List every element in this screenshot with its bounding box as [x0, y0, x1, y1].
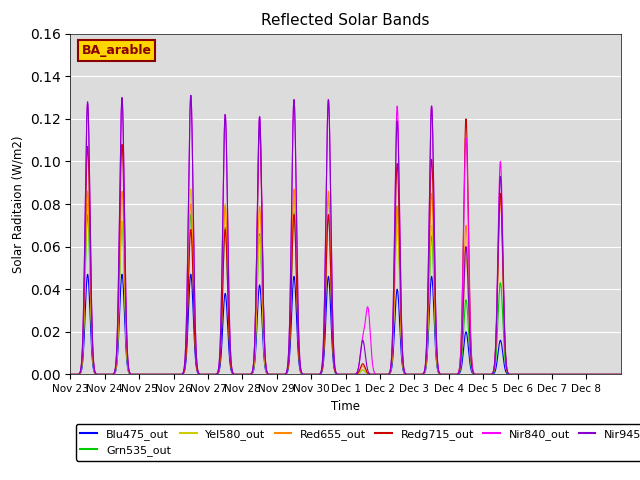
- Line: Blu475_out: Blu475_out: [70, 274, 621, 374]
- Text: BA_arable: BA_arable: [81, 44, 152, 57]
- Yel580_out: [396, 280, 403, 286]
- Nir945_out: [366, 372, 374, 377]
- Title: Reflected Solar Bands: Reflected Solar Bands: [261, 13, 430, 28]
- Red655_out: [617, 372, 625, 377]
- Grn535_out: [617, 372, 625, 377]
- Line: Nir840_out: Nir840_out: [70, 96, 621, 374]
- Redg715_out: [180, 367, 188, 372]
- Grn535_out: [180, 366, 188, 372]
- Yel580_out: [617, 372, 625, 377]
- Nir840_out: [617, 372, 625, 377]
- Yel580_out: [180, 365, 188, 371]
- Red655_out: [538, 372, 546, 377]
- Grn535_out: [394, 204, 401, 209]
- Blu475_out: [84, 271, 92, 277]
- Grn535_out: [497, 280, 504, 286]
- Nir840_out: [524, 372, 531, 377]
- Yel580_out: [524, 372, 531, 377]
- Nir945_out: [524, 372, 531, 377]
- Line: Yel580_out: Yel580_out: [70, 189, 621, 374]
- Grn535_out: [396, 266, 403, 272]
- Grn535_out: [524, 372, 531, 377]
- Nir840_out: [538, 372, 546, 377]
- Grn535_out: [67, 372, 74, 377]
- Red655_out: [497, 195, 504, 201]
- Blu475_out: [67, 372, 74, 377]
- Red655_out: [366, 372, 374, 377]
- Blu475_out: [617, 372, 625, 377]
- Nir840_out: [187, 93, 195, 98]
- Blu475_out: [180, 368, 188, 373]
- Nir840_out: [180, 362, 188, 368]
- Yel580_out: [497, 195, 504, 201]
- Red655_out: [180, 366, 188, 372]
- Nir945_out: [187, 93, 195, 98]
- Legend: Blu475_out, Grn535_out, Yel580_out, Red655_out, Redg715_out, Nir840_out, Nir945_: Blu475_out, Grn535_out, Yel580_out, Red6…: [76, 424, 640, 460]
- Redg715_out: [396, 234, 403, 240]
- Redg715_out: [462, 116, 470, 122]
- Red655_out: [67, 372, 74, 377]
- Nir945_out: [497, 174, 504, 180]
- Nir840_out: [396, 204, 403, 210]
- Redg715_out: [524, 372, 531, 377]
- Yel580_out: [538, 372, 546, 377]
- Nir945_out: [617, 372, 625, 377]
- Redg715_out: [497, 191, 504, 197]
- X-axis label: Time: Time: [331, 400, 360, 413]
- Y-axis label: Solar Raditaion (W/m2): Solar Raditaion (W/m2): [12, 135, 24, 273]
- Red655_out: [396, 266, 403, 272]
- Nir945_out: [67, 372, 74, 377]
- Nir945_out: [180, 362, 188, 368]
- Yel580_out: [366, 372, 374, 377]
- Line: Grn535_out: Grn535_out: [70, 206, 621, 374]
- Nir840_out: [497, 159, 504, 165]
- Yel580_out: [187, 186, 195, 192]
- Line: Nir945_out: Nir945_out: [70, 96, 621, 374]
- Redg715_out: [366, 372, 374, 377]
- Yel580_out: [67, 372, 74, 377]
- Red655_out: [524, 372, 531, 377]
- Nir945_out: [538, 372, 546, 377]
- Redg715_out: [538, 372, 546, 377]
- Red655_out: [290, 186, 298, 192]
- Blu475_out: [396, 318, 403, 324]
- Blu475_out: [524, 372, 531, 377]
- Nir840_out: [67, 372, 74, 377]
- Blu475_out: [497, 337, 504, 343]
- Nir840_out: [366, 327, 374, 333]
- Grn535_out: [366, 372, 374, 377]
- Redg715_out: [617, 372, 625, 377]
- Blu475_out: [538, 372, 546, 377]
- Nir945_out: [396, 214, 403, 219]
- Line: Red655_out: Red655_out: [70, 189, 621, 374]
- Line: Redg715_out: Redg715_out: [70, 119, 621, 374]
- Blu475_out: [366, 372, 374, 377]
- Redg715_out: [67, 372, 74, 377]
- Grn535_out: [538, 372, 546, 377]
